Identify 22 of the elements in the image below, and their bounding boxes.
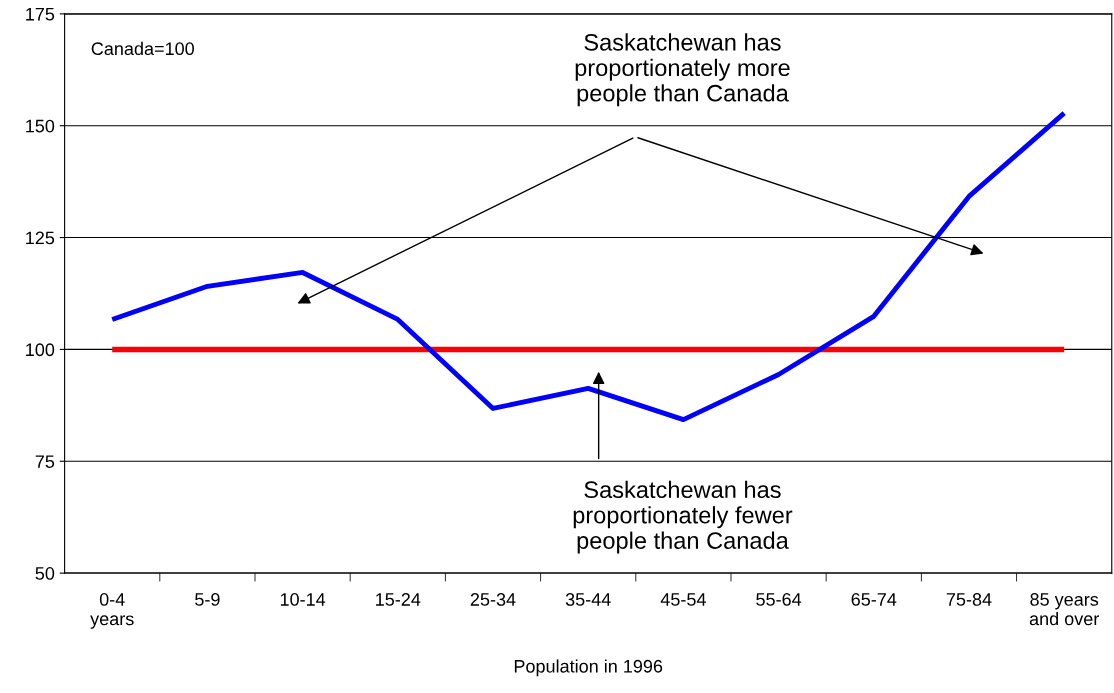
- annotation: Saskatchewan has proportionately fewer people than Canada: [573, 480, 793, 554]
- x-tick-label: 0-4 years: [90, 593, 134, 629]
- line-series: [109, 110, 1067, 423]
- x-axis-title: Population in 1996: [514, 659, 663, 677]
- annotation: Canada=100: [91, 41, 194, 56]
- x-tick-label: 75-84: [946, 593, 992, 606]
- x-tick-label: 55-64: [756, 593, 802, 606]
- y-tick-label: 100: [26, 343, 55, 357]
- y-tick-label: 50: [35, 567, 55, 580]
- x-tick-label: 5-9: [195, 593, 220, 606]
- x-tick-label: 85 years and over: [1029, 593, 1100, 626]
- x-tick-label: 10-14: [280, 593, 326, 606]
- x-tick-label: 35-44: [565, 593, 611, 606]
- y-tick-label: 75: [35, 455, 55, 468]
- y-tick-label: 150: [26, 119, 55, 133]
- x-tick-label: 45-54: [660, 593, 706, 606]
- x-tick-label: 15-24: [376, 593, 421, 606]
- y-tick-label: 175: [26, 7, 55, 21]
- annotation: Saskatchewan has proportionately more people than Canada: [575, 33, 790, 107]
- y-tick-label: 125: [26, 231, 55, 245]
- x-tick-label: 25-34: [470, 593, 516, 606]
- x-tick-label: 65-74: [851, 593, 897, 606]
